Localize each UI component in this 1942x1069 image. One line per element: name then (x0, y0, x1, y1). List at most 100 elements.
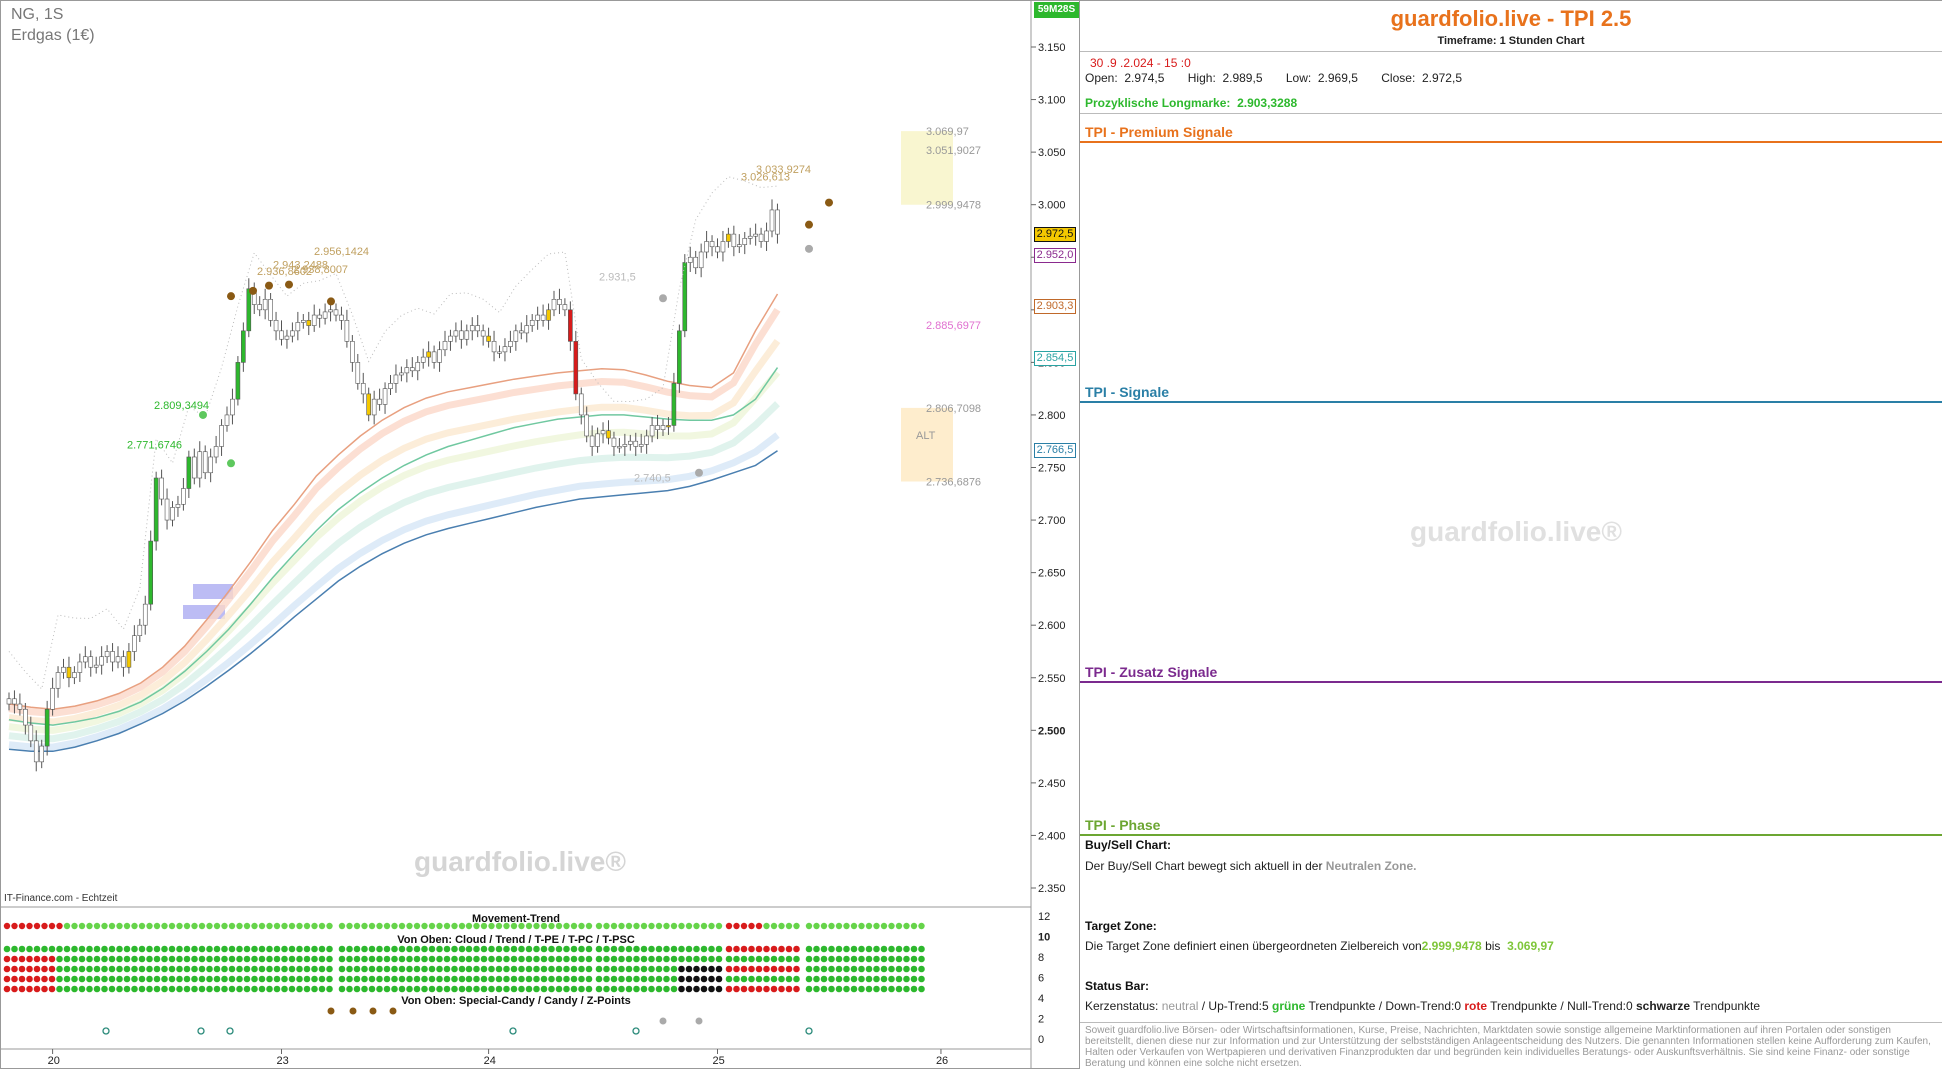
indicator-dot (3, 945, 11, 953)
candle-body (622, 444, 628, 447)
indicator-dot (33, 955, 41, 963)
indicator-dot (116, 965, 123, 973)
indicator-dot (258, 922, 266, 930)
indicator-dot (813, 955, 820, 963)
indicator-dot (548, 985, 555, 993)
candle-body (535, 314, 540, 321)
candle-body (508, 341, 513, 347)
indicator-dot (733, 975, 740, 983)
indicator-dot (26, 975, 33, 983)
indicator-dot (228, 945, 236, 953)
indicator-dot (376, 975, 383, 983)
indicator-dot (465, 945, 473, 953)
candle-body (409, 367, 415, 372)
indicator-dot (685, 975, 693, 983)
indicator-dot (413, 922, 421, 930)
indicator-dot (540, 985, 548, 993)
indicator-dot (161, 945, 168, 953)
indicator-dot (633, 945, 640, 953)
indicator-dot (770, 975, 778, 983)
indicator-dot (161, 985, 168, 993)
indicator-dot (918, 965, 925, 973)
indicator-dot (888, 945, 895, 953)
indicator-dot (183, 965, 191, 973)
indicator-dot (251, 985, 258, 993)
price-chart[interactable]: 3.1503.1003.0503.0002.9502.9002.8502.800… (1, 1, 1079, 1068)
indicator-dot (406, 965, 413, 973)
indicator-dot (421, 922, 428, 930)
indicator-dot (346, 955, 353, 963)
indicator-dot (26, 922, 33, 930)
indicator-dot (376, 945, 383, 953)
indicator-dot (525, 985, 533, 993)
indicator-dot (153, 955, 161, 963)
zpoint-dot (102, 1027, 110, 1035)
indicator-dot (273, 922, 281, 930)
candle-body (88, 656, 94, 668)
candle-body (50, 687, 55, 710)
indicator-dot (663, 985, 670, 993)
indicator-dot (563, 922, 570, 930)
indicator-dot (495, 985, 503, 993)
candle-body (99, 656, 104, 666)
chart-panel[interactable]: 3.1503.1003.0503.0002.9502.9002.8502.800… (0, 0, 1080, 1069)
indicator-dot (266, 965, 273, 973)
indicator-dot (793, 965, 800, 973)
indicator-dot (296, 945, 303, 953)
indicator-dot (353, 965, 361, 973)
indicator-dot (595, 975, 603, 983)
indicator-dot (533, 965, 540, 973)
indicator-dot (123, 965, 131, 973)
indicator-dot (303, 985, 311, 993)
candle-body (23, 708, 28, 726)
indicator-dot (793, 975, 800, 983)
indicator-dot (131, 975, 138, 983)
indicator-dot (198, 955, 206, 963)
candle-body (742, 238, 748, 245)
indicator-dot (725, 955, 733, 963)
candle-body (486, 335, 491, 342)
indicator-dot (406, 945, 413, 953)
candle-body (83, 656, 88, 663)
indicator-dot (903, 985, 910, 993)
indicator-dot (3, 965, 11, 973)
candle-body (687, 256, 693, 263)
indicator-dot (625, 945, 633, 953)
indicator-dot (880, 975, 888, 983)
indicator-dot (101, 985, 108, 993)
indicator-dot (843, 985, 850, 993)
price-annotation: 2.943,2488 (273, 259, 328, 271)
indicator-dot (243, 955, 251, 963)
indicator-dot (770, 965, 778, 973)
indicator-dot (805, 955, 813, 963)
candle-body (322, 311, 328, 319)
indicator-dot (625, 955, 633, 963)
indicator-dot (585, 955, 593, 963)
indicator-dot (748, 965, 755, 973)
indicator-dot (191, 922, 198, 930)
candle-body (404, 367, 410, 374)
special-dot (695, 1017, 703, 1025)
indicator-dot (663, 965, 670, 973)
indicator-dot (161, 955, 168, 963)
indicator-dot (458, 945, 466, 953)
indicator-dot (168, 945, 176, 953)
candle-body (110, 651, 115, 663)
indicator-dot (26, 985, 33, 993)
indicator-dot (715, 945, 723, 953)
indicator-dot (693, 955, 700, 963)
indicator-dot (618, 985, 625, 993)
y-tick-label: 3.000 (1038, 200, 1066, 212)
candle-body (241, 330, 246, 363)
indicator-dot (895, 955, 903, 963)
indicator-dot (353, 985, 361, 993)
indicator-dot (288, 965, 296, 973)
indicator-dot (318, 975, 326, 983)
candle-body (617, 446, 622, 449)
indicator-dot (465, 922, 473, 930)
indicator-dot (880, 922, 888, 930)
indicator-dot (755, 985, 763, 993)
signal-dot (327, 297, 335, 306)
indicator-dot (398, 922, 406, 930)
indicator-dot (123, 985, 131, 993)
